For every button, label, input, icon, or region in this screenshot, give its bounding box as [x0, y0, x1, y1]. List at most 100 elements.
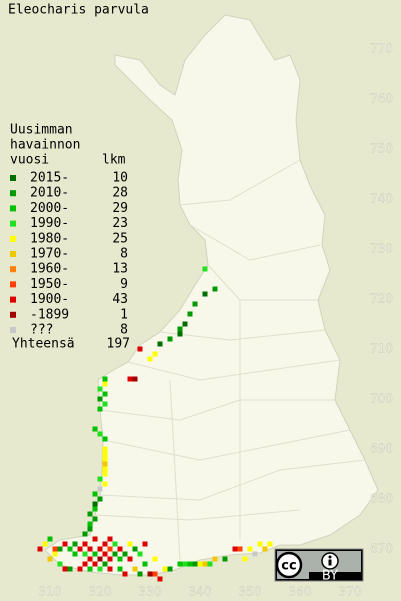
occurrence-square	[107, 536, 113, 542]
occurrence-square	[102, 481, 108, 487]
y-coordinate-label: 720	[370, 292, 393, 306]
occurrence-square	[97, 496, 103, 502]
occurrence-square	[97, 566, 103, 572]
x-coordinate-label: 320	[89, 585, 112, 599]
occurrence-square	[97, 386, 103, 392]
legend-count: 23	[112, 216, 128, 231]
occurrence-square	[97, 396, 103, 402]
occurrence-square	[157, 341, 163, 347]
occurrence-square	[137, 346, 143, 352]
occurrence-square	[87, 566, 93, 572]
x-coordinate-label: 360	[289, 585, 312, 599]
occurrence-square	[82, 561, 88, 567]
legend-label: 1990-	[30, 216, 69, 231]
occurrence-square	[82, 531, 88, 537]
legend-count: 43	[112, 292, 128, 307]
occurrence-square	[87, 556, 93, 562]
occurrence-square	[102, 451, 108, 457]
occurrence-square	[72, 541, 78, 547]
occurrence-square	[47, 556, 53, 562]
legend-label: -1899	[30, 307, 69, 322]
by-head	[328, 555, 332, 559]
legend-count: 29	[112, 201, 128, 216]
y-coordinate-label: 710	[370, 342, 393, 356]
y-coordinate-label: 670	[370, 542, 393, 556]
y-coordinate-label: 680	[370, 492, 393, 506]
occurrence-square	[177, 561, 183, 567]
legend-count-heading: lkm	[102, 153, 126, 168]
finland-land	[44, 14, 379, 576]
x-coordinate-label: 330	[139, 585, 162, 599]
occurrence-square	[152, 556, 158, 562]
legend-label: 1900-	[30, 292, 69, 307]
occurrence-square	[62, 566, 68, 572]
occurrence-square	[112, 551, 118, 557]
occurrence-square	[117, 556, 123, 562]
occurrence-square	[102, 391, 108, 397]
occurrence-square	[97, 476, 103, 482]
occurrence-square	[92, 551, 98, 557]
occurrence-square	[92, 561, 98, 567]
occurrence-square	[97, 546, 103, 552]
license-badge: cc BY	[274, 548, 364, 584]
occurrence-square	[132, 376, 138, 382]
x-coordinate-label: 350	[239, 585, 262, 599]
occurrence-square	[182, 561, 188, 567]
occurrence-square	[137, 551, 143, 557]
occurrence-square	[57, 546, 63, 552]
legend-swatch	[10, 235, 16, 242]
legend-heading: havainnon	[10, 138, 80, 153]
occurrence-square	[107, 566, 113, 572]
occurrence-square	[147, 356, 153, 362]
y-coordinate-label: 760	[370, 92, 393, 106]
occurrence-square	[97, 431, 103, 437]
occurrence-square	[252, 551, 258, 557]
y-coordinate-label: 730	[370, 242, 393, 256]
occurrence-square	[37, 546, 43, 552]
cc-icon	[275, 551, 303, 579]
occurrence-square	[152, 571, 158, 577]
x-coordinate-label: 370	[339, 585, 362, 599]
legend-label: 1950-	[30, 277, 69, 292]
occurrence-square	[102, 436, 108, 442]
occurrence-square	[87, 511, 93, 517]
occurrence-square	[102, 381, 108, 387]
legend-count: 1	[120, 307, 128, 322]
legend-swatch	[10, 327, 16, 333]
occurrence-square	[62, 541, 68, 547]
occurrence-square	[102, 376, 108, 382]
occurrence-square	[102, 401, 108, 407]
occurrence-square	[47, 536, 53, 542]
occurrence-square	[102, 551, 108, 557]
occurrence-square	[157, 576, 163, 582]
occurrence-square	[202, 266, 208, 272]
occurrence-square	[197, 561, 203, 567]
occurrence-square	[127, 541, 133, 547]
occurrence-square	[107, 546, 113, 552]
occurrence-square	[107, 556, 113, 562]
y-coordinate-label: 740	[370, 192, 393, 206]
regions	[94, 159, 366, 561]
occurrence-square	[67, 546, 73, 552]
occurrence-square	[137, 571, 143, 577]
legend-label: 2000-	[30, 201, 69, 216]
occurrence-square	[212, 286, 218, 292]
occurrence-square	[192, 561, 198, 567]
legend-swatch	[10, 220, 16, 227]
occurrence-square	[67, 566, 73, 572]
occurrence-square	[142, 561, 148, 567]
occurrence-square	[242, 556, 248, 562]
legend-label: 1980-	[30, 231, 69, 246]
legend-count: 8	[120, 247, 128, 262]
legend-label: 2010-	[30, 186, 69, 201]
legend-swatch	[10, 251, 16, 257]
occurrence-square	[162, 566, 168, 572]
x-coordinate-label: 310	[39, 585, 62, 599]
by-text: BY	[322, 569, 338, 584]
occurrence-square	[57, 561, 63, 567]
occurrence-square	[102, 471, 108, 477]
occurrence-square	[152, 351, 158, 357]
occurrence-square	[102, 456, 108, 462]
occurrence-square	[97, 406, 103, 412]
